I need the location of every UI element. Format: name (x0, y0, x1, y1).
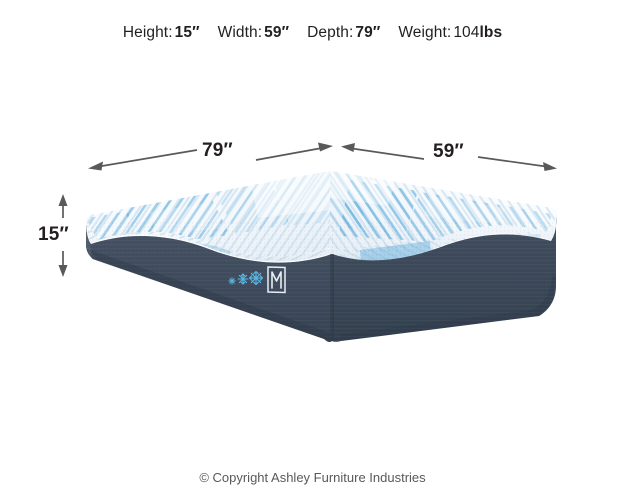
depth-dimension-label: 79″ (202, 140, 233, 161)
spec-value-depth: 79″ (355, 24, 381, 41)
mattress-body (85, 171, 557, 343)
spec-value-width: 59″ (264, 24, 290, 41)
spec-summary-line: Height: 15″ Width: 59″ Depth: 79″ Weight: 104lb… (0, 24, 625, 42)
spec-weight-number: 104 (453, 24, 480, 41)
snowflake-icon-medium (237, 273, 249, 285)
spec-label-height: Height: (122, 24, 173, 41)
width-dimension-label: 59″ (433, 141, 464, 162)
snowflake-icon-large (248, 270, 264, 286)
spec-item-height: Height: 15″ (123, 24, 200, 42)
spec-label-weight: Weight: (398, 24, 452, 41)
spec-value-height: 15″ (174, 24, 200, 41)
spec-item-width: Width: 59″ (218, 24, 290, 42)
height-dimension-arrow (58, 194, 68, 277)
snowflake-icon-small (228, 277, 236, 285)
copyright-notice: © Copyright Ashley Furniture Industries (199, 470, 426, 485)
width-dimension-arrow (341, 143, 557, 171)
spec-value-weight: 104lbs (453, 24, 502, 41)
spec-item-depth: Depth: 79″ (307, 24, 380, 42)
brand-m-logo (267, 266, 286, 294)
spec-label-width: Width: (217, 24, 263, 41)
height-dimension-label: 15″ (38, 224, 69, 245)
depth-dimension-arrow (88, 142, 333, 171)
spec-item-weight: Weight: 104lbs (398, 24, 502, 42)
spec-weight-unit: lbs (479, 24, 503, 41)
spec-label-depth: Depth: (307, 24, 354, 41)
cooling-badge (228, 266, 286, 294)
